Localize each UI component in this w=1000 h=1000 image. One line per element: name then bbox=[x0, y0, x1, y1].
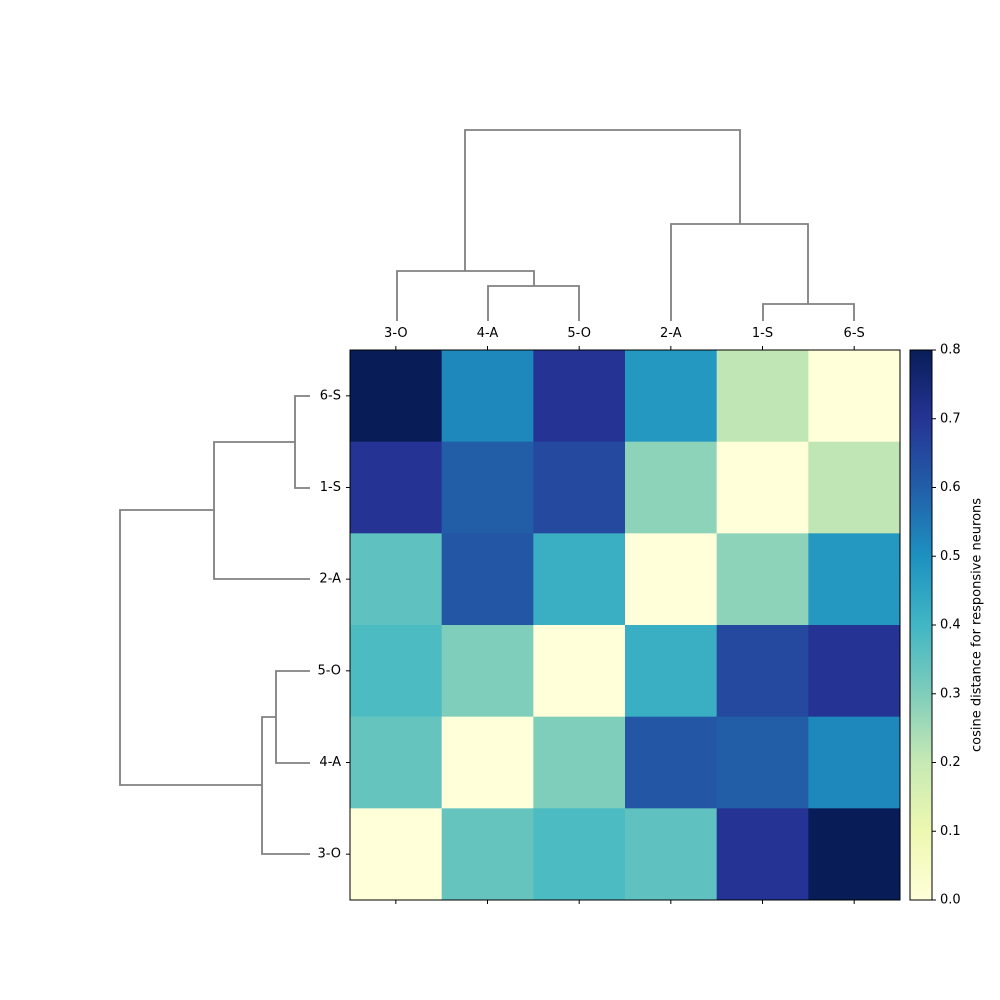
heatmap-cell-2-A-5-O bbox=[533, 533, 626, 626]
heatmap-cell-2-A-6-S bbox=[808, 533, 901, 626]
heatmap-cell-6-S-6-S bbox=[808, 350, 901, 443]
colorbar-tick-label-0.2: 0.2 bbox=[940, 755, 961, 770]
colorbar-tick-label-0.7: 0.7 bbox=[940, 411, 961, 426]
heatmap-cell-5-O-6-S bbox=[808, 625, 901, 718]
colorbar-ticks: 0.0 0.1 0.2 0.3 0.4 0.5 0.6 0.7 0.8 bbox=[932, 343, 961, 908]
heatmap-cell-6-S-2-A bbox=[625, 350, 718, 443]
heatmap-frame bbox=[349, 349, 901, 901]
col-link-4A-5O bbox=[487, 285, 580, 321]
heatmap-cell-6-S-4-A bbox=[441, 350, 534, 443]
colorbar bbox=[909, 349, 933, 901]
heatmap-cell-4-A-1-S bbox=[716, 716, 809, 809]
heatmap-cell-3-O-3-O bbox=[350, 808, 443, 901]
heatmap-cell-2-A-4-A bbox=[441, 533, 534, 626]
row-link-5O-4A bbox=[275, 670, 310, 764]
colorbar-tick-label-0.5: 0.5 bbox=[940, 549, 961, 564]
heatmap-cell-4-A-4-A bbox=[441, 716, 534, 809]
heatmap-cell-1-S-3-O bbox=[350, 441, 443, 534]
column-label-1-S: 1-S bbox=[752, 326, 773, 341]
heatmap-cell-2-A-2-A bbox=[625, 533, 718, 626]
row-dendrogram bbox=[119, 395, 310, 855]
row-label-5-O: 5-O bbox=[317, 663, 341, 678]
column-label-4-A: 4-A bbox=[477, 326, 499, 341]
heatmap-cell-1-S-2-A bbox=[625, 441, 718, 534]
heatmap-cell-6-S-5-O bbox=[533, 350, 626, 443]
row-label-6-S: 6-S bbox=[320, 388, 341, 403]
heatmap-cell-5-O-4-A bbox=[441, 625, 534, 718]
colorbar-tick-label-0.6: 0.6 bbox=[940, 480, 961, 495]
colorbar-tick-label-0.4: 0.4 bbox=[940, 618, 961, 633]
colorbar-tick-label-0.0: 0.0 bbox=[940, 893, 961, 908]
heatmap-cell-3-O-5-O bbox=[533, 808, 626, 901]
heatmap-cell-6-S-3-O bbox=[350, 350, 443, 443]
colorbar-tick-label-0.3: 0.3 bbox=[940, 686, 961, 701]
heatmap-cell-1-S-6-S bbox=[808, 441, 901, 534]
heatmap-cell-5-O-1-S bbox=[716, 625, 809, 718]
row-link-3O-cluster bbox=[261, 716, 310, 855]
heatmap-cell-3-O-2-A bbox=[625, 808, 718, 901]
row-link-6S-1S bbox=[294, 395, 310, 489]
column-label-3-O: 3-O bbox=[384, 326, 408, 341]
row-label-4-A: 4-A bbox=[319, 755, 341, 770]
column-dendrogram bbox=[396, 129, 855, 321]
column-label-2-A: 2-A bbox=[660, 326, 682, 341]
heatmap-cell-3-O-6-S bbox=[808, 808, 901, 901]
heatmap-cell-1-S-1-S bbox=[716, 441, 809, 534]
heatmap-cell-2-A-1-S bbox=[716, 533, 809, 626]
col-link-1S-6S bbox=[762, 303, 855, 321]
col-link-3O-cluster bbox=[396, 270, 535, 321]
row-label-2-A: 2-A bbox=[319, 572, 341, 587]
heatmap-cell-4-A-2-A bbox=[625, 716, 718, 809]
heatmap-cell-2-A-3-O bbox=[350, 533, 443, 626]
heatmap-cell-4-A-3-O bbox=[350, 716, 443, 809]
heatmap-cell-5-O-2-A bbox=[625, 625, 718, 718]
colorbar-tick-label-0.8: 0.8 bbox=[940, 343, 961, 358]
heatmap-cell-1-S-5-O bbox=[533, 441, 626, 534]
heatmap-cell-3-O-4-A bbox=[441, 808, 534, 901]
row-tick-labels: 6-S 1-S 2-A 5-O 4-A 3-O bbox=[317, 388, 350, 862]
heatmap-cell-5-O-5-O bbox=[533, 625, 626, 718]
column-label-6-S: 6-S bbox=[844, 326, 865, 341]
col-link-2A-cluster bbox=[670, 223, 809, 321]
row-link-root bbox=[119, 509, 262, 786]
col-link-root bbox=[464, 129, 741, 271]
heatmap-cell-4-A-5-O bbox=[533, 716, 626, 809]
colorbar-label: cosine distance for responsive neurons bbox=[970, 498, 985, 752]
heatmap-cell-6-S-1-S bbox=[716, 350, 809, 443]
column-tick-labels: 3-O 4-A 5-O 2-A 1-S 6-S bbox=[384, 326, 865, 904]
heatmap-cell-5-O-3-O bbox=[350, 625, 443, 718]
colorbar-tick-label-0.1: 0.1 bbox=[940, 824, 961, 839]
row-label-1-S: 1-S bbox=[320, 480, 341, 495]
heatmap-cell-4-A-6-S bbox=[808, 716, 901, 809]
heatmap-cell-1-S-4-A bbox=[441, 441, 534, 534]
heatmap-cells bbox=[350, 350, 901, 901]
column-label-5-O: 5-O bbox=[567, 326, 591, 341]
heatmap-cell-3-O-1-S bbox=[716, 808, 809, 901]
row-label-3-O: 3-O bbox=[317, 847, 341, 862]
